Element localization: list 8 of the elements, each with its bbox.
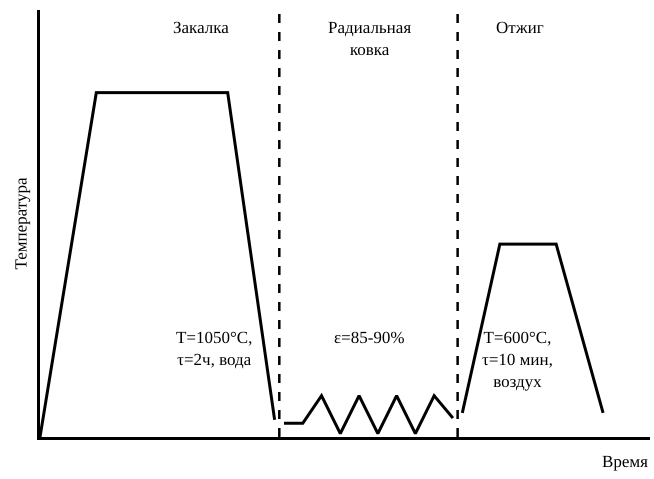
- y-axis-title: Температура: [12, 177, 31, 270]
- text: Закалка: [173, 18, 230, 37]
- annotation: ε=85-90%: [334, 328, 405, 347]
- x-axis-title: Время: [602, 452, 648, 471]
- text: Радиальная ковка: [328, 18, 412, 60]
- annotation: T=600°C, τ=10 мин, воздух: [482, 328, 553, 392]
- text: Отжиг: [496, 18, 544, 37]
- annotation: T=1050°C, τ=2ч, вода: [176, 328, 252, 370]
